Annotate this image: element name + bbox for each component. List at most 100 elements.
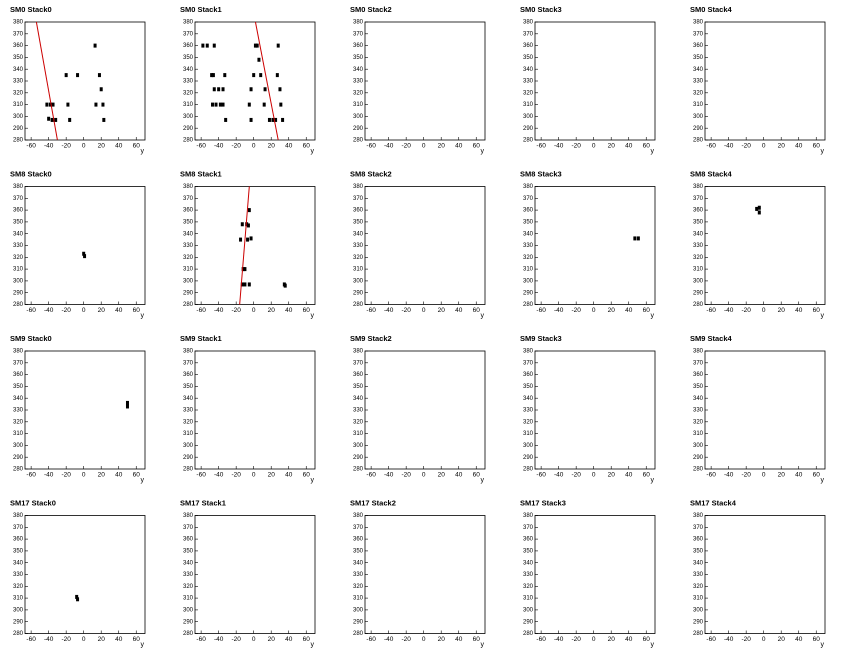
y-tick-label: 370	[353, 525, 364, 531]
y-tick-label: 300	[183, 607, 194, 613]
panel: SM17 Stack3 280 290 300 310 320 330 340 350 360 37…	[520, 498, 656, 648]
panel-title: SM8 Stack3	[520, 169, 562, 178]
y-tick-label: 310	[13, 102, 24, 108]
x-tick-label: -40	[724, 143, 734, 150]
x-tick-label: -20	[231, 472, 241, 479]
x-tick-label: -20	[401, 472, 411, 479]
panel: SM17 Stack0 280 290 300 310 320 330 340 350 360 37…	[10, 498, 146, 648]
x-tick-label: 20	[608, 143, 616, 150]
y-tick-label: 350	[13, 384, 24, 390]
hit-marker	[271, 117, 275, 122]
hit-marker	[278, 87, 282, 92]
panel: SM8 Stack2 280 290 300 310 320 330 340 350 360 370…	[350, 169, 486, 319]
panel-title: SM0 Stack0	[10, 5, 52, 14]
y-tick-label: 290	[353, 290, 364, 296]
y-tick-label: 290	[183, 455, 194, 461]
y-tick-label: 280	[13, 467, 24, 473]
y-tick-label: 380	[693, 20, 704, 26]
y-tick-label: 310	[183, 267, 194, 273]
y-tick-label: 340	[183, 560, 194, 566]
y-tick-label: 310	[693, 431, 704, 437]
panel: SM17 Stack2 280 290 300 310 320 330 340 350 360 37…	[350, 498, 486, 648]
y-tick-label: 370	[693, 31, 704, 37]
x-tick-label: 60	[643, 143, 651, 150]
y-tick-label: 340	[353, 231, 364, 237]
y-tick-label: 310	[693, 267, 704, 273]
x-axis-label: y	[651, 312, 655, 319]
panel-title: SM8 Stack0	[10, 169, 52, 178]
x-axis-label: y	[311, 312, 315, 319]
y-tick-label: 340	[183, 231, 194, 237]
hit-marker	[212, 43, 216, 48]
y-tick-label: 360	[353, 43, 364, 49]
y-tick-label: 380	[693, 184, 704, 190]
y-tick-label: 350	[13, 548, 24, 554]
y-tick-label: 330	[13, 572, 24, 578]
y-tick-label: 320	[183, 584, 194, 590]
y-tick-label: 380	[13, 513, 24, 519]
panel: SM9 Stack3 280 290 300 310 320 330 340 350 360 370…	[520, 334, 656, 484]
y-tick-label: 280	[183, 631, 194, 637]
x-tick-label: 40	[115, 307, 123, 314]
x-axis-label: y	[141, 477, 145, 484]
hit-marker	[246, 237, 250, 242]
y-tick-label: 340	[693, 67, 704, 73]
x-tick-label: -40	[724, 307, 734, 314]
y-tick-label: 380	[353, 184, 364, 190]
x-tick-label: -60	[366, 636, 376, 643]
y-tick-label: 370	[693, 525, 704, 531]
x-tick-label: -60	[26, 143, 36, 150]
y-tick-label: 340	[183, 396, 194, 402]
y-tick-label: 370	[353, 196, 364, 202]
x-axis-label: y	[821, 312, 825, 319]
hit-marker	[275, 73, 279, 78]
y-tick-label: 380	[693, 349, 704, 355]
y-tick-label: 290	[183, 290, 194, 296]
hit-marker	[54, 117, 58, 122]
x-tick-label: 40	[795, 472, 803, 479]
y-tick-label: 320	[523, 90, 534, 96]
y-tick-label: 340	[523, 396, 534, 402]
panel: SM17 Stack4 280 290 300 310 320 330 340 350 360 37…	[690, 498, 826, 648]
plot-frame	[534, 186, 656, 305]
x-tick-label: 20	[268, 472, 276, 479]
y-tick-label: 320	[13, 419, 24, 425]
x-tick-label: -20	[231, 143, 241, 150]
panel: SM0 Stack0 280 290 300 310 320 330 340 350 360 370…	[10, 5, 146, 155]
y-tick-label: 290	[523, 126, 534, 132]
x-tick-label: 0	[422, 307, 426, 314]
y-tick-label: 370	[523, 196, 534, 202]
y-tick-label: 320	[13, 255, 24, 261]
panel: SM9 Stack2 280 290 300 310 320 330 340 350 360 370…	[350, 334, 486, 484]
x-tick-label: -60	[366, 307, 376, 314]
y-tick-label: 320	[523, 419, 534, 425]
panel-title: SM8 Stack2	[350, 169, 392, 178]
x-axis-label: y	[481, 477, 485, 484]
y-tick-label: 380	[183, 513, 194, 519]
y-tick-label: 330	[13, 408, 24, 414]
y-tick-label: 320	[353, 419, 364, 425]
x-tick-label: 20	[778, 472, 786, 479]
y-tick-label: 330	[693, 79, 704, 85]
y-tick-label: 320	[183, 255, 194, 261]
y-tick-label: 330	[183, 243, 194, 249]
y-tick-label: 290	[523, 455, 534, 461]
y-tick-label: 360	[183, 372, 194, 378]
x-tick-label: 40	[625, 472, 633, 479]
hit-marker	[274, 117, 278, 122]
hit-marker	[255, 43, 259, 48]
y-tick-label: 380	[183, 20, 194, 26]
x-axis-label: y	[311, 148, 315, 155]
x-tick-label: 60	[813, 636, 821, 643]
y-tick-label: 360	[183, 537, 194, 543]
x-tick-label: 20	[438, 143, 446, 150]
y-tick-label: 280	[353, 467, 364, 473]
hit-marker	[249, 87, 253, 92]
y-tick-label: 380	[693, 513, 704, 519]
hit-marker	[281, 117, 285, 122]
x-tick-label: -60	[26, 307, 36, 314]
y-tick-label: 300	[13, 114, 24, 120]
x-tick-label: -20	[741, 143, 751, 150]
y-tick-label: 380	[523, 20, 534, 26]
y-tick-label: 360	[693, 43, 704, 49]
